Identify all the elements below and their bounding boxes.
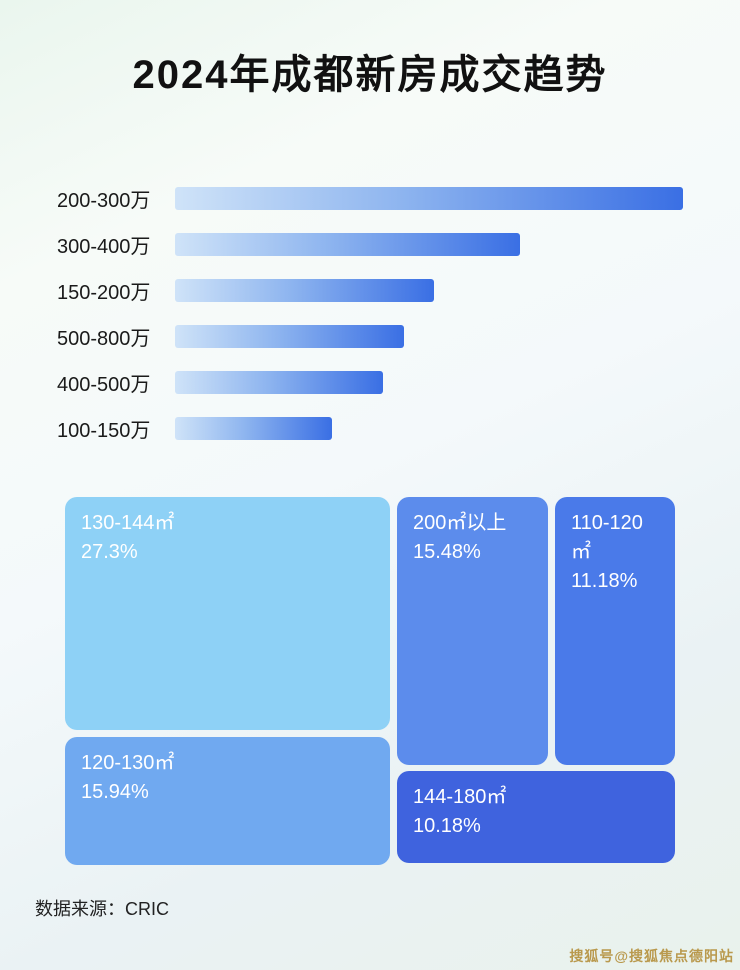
treemap-cell: 120-130㎡ 15.94% [65, 737, 390, 865]
bar-label: 400-500万 [57, 373, 151, 396]
bar-track [175, 186, 683, 210]
bar-row: 100-150万 [57, 416, 683, 442]
bar-row: 150-200万 [57, 278, 683, 304]
cell-label: 120-130㎡ [81, 752, 175, 774]
bar-label: 150-200万 [57, 281, 151, 304]
bar-label: 100-150万 [57, 419, 151, 442]
cell-label: 130-144㎡ [81, 512, 175, 534]
page-title: 2024年成都新房成交趋势 [132, 53, 608, 97]
bar-track [175, 370, 683, 394]
bar-track [175, 278, 683, 302]
area-size-treemap: 130-144㎡ 27.3% 200㎡以上 15.48% 110-120㎡ 11… [65, 497, 675, 865]
watermark: 搜狐号@搜狐焦点德阳站 [569, 948, 734, 964]
bar-label: 500-800万 [57, 327, 151, 350]
bar-label: 200-300万 [57, 189, 151, 212]
bar-fill [175, 278, 435, 302]
bar-label: 300-400万 [57, 235, 151, 258]
treemap-cell: 144-180㎡ 10.18% [397, 771, 675, 863]
treemap-cell: 200㎡以上 15.48% [397, 497, 548, 765]
bar-fill [175, 324, 404, 348]
cell-percentage: 15.94% [81, 781, 149, 803]
bar-row: 300-400万 [57, 232, 683, 258]
data-source: 数据来源：CRIC [35, 899, 169, 919]
bar-row: 500-800万 [57, 324, 683, 350]
bar-track [175, 232, 683, 256]
bar-fill [175, 416, 333, 440]
cell-label: 200㎡以上 [413, 512, 507, 534]
cell-label: 144-180㎡ [413, 786, 507, 808]
bar-fill [175, 232, 521, 256]
treemap-cell: 110-120㎡ 11.18% [555, 497, 675, 765]
cell-percentage: 27.3% [81, 541, 138, 563]
bar-fill [175, 370, 384, 394]
treemap-cell: 130-144㎡ 27.3% [65, 497, 390, 730]
bar-row: 200-300万 [57, 186, 683, 212]
bar-track [175, 416, 683, 440]
cell-percentage: 15.48% [413, 541, 481, 563]
bar-track [175, 324, 683, 348]
cell-percentage: 10.18% [413, 815, 481, 837]
cell-percentage: 11.18% [571, 570, 638, 592]
cell-label: 110-120㎡ [571, 512, 643, 563]
bar-row: 400-500万 [57, 370, 683, 396]
bar-fill [175, 186, 683, 210]
price-band-bar-chart: 200-300万 300-400万 150-200万 500-800万 400-… [57, 186, 683, 462]
